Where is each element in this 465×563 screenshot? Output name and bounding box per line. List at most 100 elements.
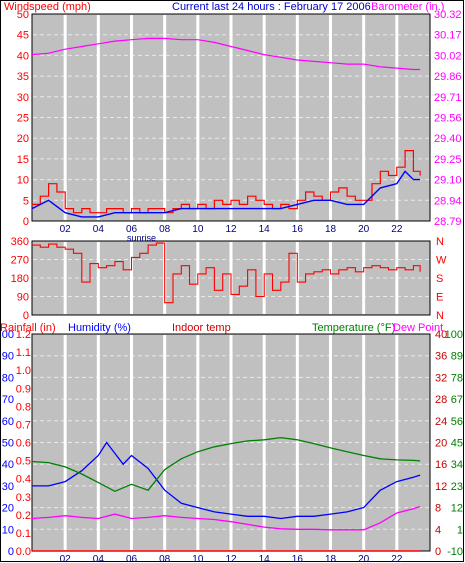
hour-tick-label: 16 bbox=[292, 554, 304, 563]
temperature-tick-label: 100 bbox=[445, 329, 463, 341]
indoor-temp-tick-label: 40 bbox=[435, 329, 447, 341]
humidity-tick-label: 70 bbox=[2, 394, 14, 406]
hour-tick-label: 06 bbox=[126, 554, 138, 563]
humidity-tick-label: 60 bbox=[2, 416, 14, 428]
indoor-temp-tick-label: 24 bbox=[435, 416, 447, 428]
wind-tick-label: 45 bbox=[17, 30, 29, 42]
barometer-tick-label: 30.02 bbox=[434, 50, 462, 62]
wind-tick-label: 35 bbox=[17, 71, 29, 83]
rainfall-tick-label: 1.2 bbox=[16, 329, 31, 341]
barometer-tick-label: 29.56 bbox=[434, 113, 462, 125]
indoor-temp-tick-label: 16 bbox=[435, 459, 447, 471]
temperature-tick-label: 56 bbox=[451, 416, 463, 428]
temperature-tick-label: 67 bbox=[451, 394, 463, 406]
barometer-tick-label: 29.40 bbox=[434, 133, 462, 145]
sunrise-label: sunrise bbox=[127, 233, 156, 243]
temperature-tick-label: 89 bbox=[451, 351, 463, 363]
direction-tick-label: 90 bbox=[17, 292, 29, 304]
rainfall-tick-label: 1.0 bbox=[16, 365, 31, 377]
indoor-temp-legend: Indoor temp bbox=[172, 322, 231, 334]
rainfall-tick-label: 1.1 bbox=[16, 347, 31, 359]
temperature-tick-label: 45 bbox=[451, 438, 463, 450]
barometer-tick-label: 28.79 bbox=[434, 216, 462, 228]
wind-tick-label: 20 bbox=[17, 133, 29, 145]
humidity-tick-label: 30 bbox=[2, 481, 14, 493]
humidity-tick-label: 40 bbox=[2, 459, 14, 471]
barometer-tick-label: 30.32 bbox=[434, 9, 462, 21]
direction-tick-label: 180 bbox=[11, 273, 29, 285]
direction-compass-label: S bbox=[436, 273, 443, 285]
indoor-temp-tick-label: 28 bbox=[435, 394, 447, 406]
hour-tick-label: 14 bbox=[259, 554, 271, 563]
hour-tick-label: 08 bbox=[159, 554, 171, 563]
windspeed-line bbox=[32, 150, 421, 214]
rainfall-tick-label: 0.3 bbox=[16, 492, 31, 504]
indoor-temp-tick-label: 12 bbox=[435, 481, 447, 493]
humidity-tick-label: 10 bbox=[2, 524, 14, 536]
chart-title: Current last 24 hours : February 17 2006 bbox=[172, 1, 371, 13]
average-windspeed-line bbox=[31, 170, 421, 218]
temperature-tick-label: 23 bbox=[451, 481, 463, 493]
humidity-tick-label: 100 bbox=[0, 329, 14, 341]
indoor-temp-tick-label: 36 bbox=[435, 351, 447, 363]
wind-tick-label: 15 bbox=[17, 154, 29, 166]
humidity-tick-label: 20 bbox=[2, 503, 14, 515]
hour-tick-label: 10 bbox=[192, 554, 204, 563]
hour-tick-label: 02 bbox=[60, 224, 72, 235]
wind-tick-label: 10 bbox=[17, 175, 29, 187]
hour-tick-label: 04 bbox=[93, 224, 105, 235]
rainfall-tick-label: 0.4 bbox=[16, 474, 31, 486]
direction-compass-label: N bbox=[436, 236, 444, 248]
barometer-tick-label: 30.17 bbox=[434, 30, 462, 42]
grid-layer bbox=[33, 15, 429, 550]
direction-compass-label: N bbox=[436, 310, 444, 322]
hour-tick-label: 12 bbox=[225, 554, 237, 563]
hour-tick-label: 14 bbox=[259, 224, 271, 235]
hour-tick-label: 18 bbox=[325, 224, 337, 235]
direction-tick-label: 360 bbox=[11, 236, 29, 248]
hour-tick-label: 06 bbox=[126, 224, 138, 235]
series-layer bbox=[31, 37, 421, 552]
hour-tick-label: 02 bbox=[60, 554, 72, 563]
wind-tick-label: 0 bbox=[23, 216, 29, 228]
direction-tick-label: 270 bbox=[11, 255, 29, 267]
direction-compass-label: W bbox=[436, 255, 447, 267]
rainfall-tick-label: 0.0 bbox=[16, 546, 31, 558]
temperature-tick-label: 34 bbox=[451, 459, 463, 471]
temperature-legend: Temperature (°F) bbox=[312, 322, 395, 334]
humidity-tick-label: 90 bbox=[2, 351, 14, 363]
indoor-temp-tick-label: 20 bbox=[435, 438, 447, 450]
temperature-tick-label: 12 bbox=[451, 503, 463, 515]
indoor-temp-tick-label: 8 bbox=[435, 503, 441, 515]
wind-direction-line bbox=[32, 242, 421, 304]
barometer-tick-label: 29.86 bbox=[434, 71, 462, 83]
barometer-tick-label: 29.10 bbox=[434, 175, 462, 187]
rainfall-tick-label: 0.8 bbox=[16, 401, 31, 413]
rainfall-tick-label: 0.9 bbox=[16, 383, 31, 395]
direction-compass-label: E bbox=[436, 292, 443, 304]
humidity-tick-label: 0 bbox=[8, 546, 14, 558]
wind-tick-label: 30 bbox=[17, 92, 29, 104]
hour-tick-label: 10 bbox=[192, 224, 204, 235]
wind-tick-label: 40 bbox=[17, 50, 29, 62]
rainfall-tick-label: 0.5 bbox=[16, 456, 31, 468]
hour-tick-label: 08 bbox=[159, 224, 171, 235]
rainfall-tick-label: 0.1 bbox=[16, 528, 31, 540]
indoor-temp-tick-label: 32 bbox=[435, 372, 447, 384]
hour-tick-label: 20 bbox=[358, 224, 370, 235]
hour-tick-label: 12 bbox=[225, 224, 237, 235]
humidity-tick-label: 80 bbox=[2, 372, 14, 384]
direction-tick-label: 0 bbox=[23, 310, 29, 322]
hour-tick-label: 20 bbox=[358, 554, 370, 563]
barometer-tick-label: 29.71 bbox=[434, 92, 462, 104]
rainfall-tick-label: 0.2 bbox=[16, 510, 31, 522]
temperature-tick-label: 78 bbox=[451, 372, 463, 384]
humidity-tick-label: 50 bbox=[2, 438, 14, 450]
hour-tick-label: 16 bbox=[292, 224, 304, 235]
hour-tick-label: 22 bbox=[391, 554, 403, 563]
rainfall-tick-label: 0.7 bbox=[16, 419, 31, 431]
rainfall-legend: Rainfall (in) bbox=[0, 322, 56, 334]
temperature-line bbox=[31, 436, 421, 493]
temperature-tick-label: 1 bbox=[457, 524, 463, 536]
